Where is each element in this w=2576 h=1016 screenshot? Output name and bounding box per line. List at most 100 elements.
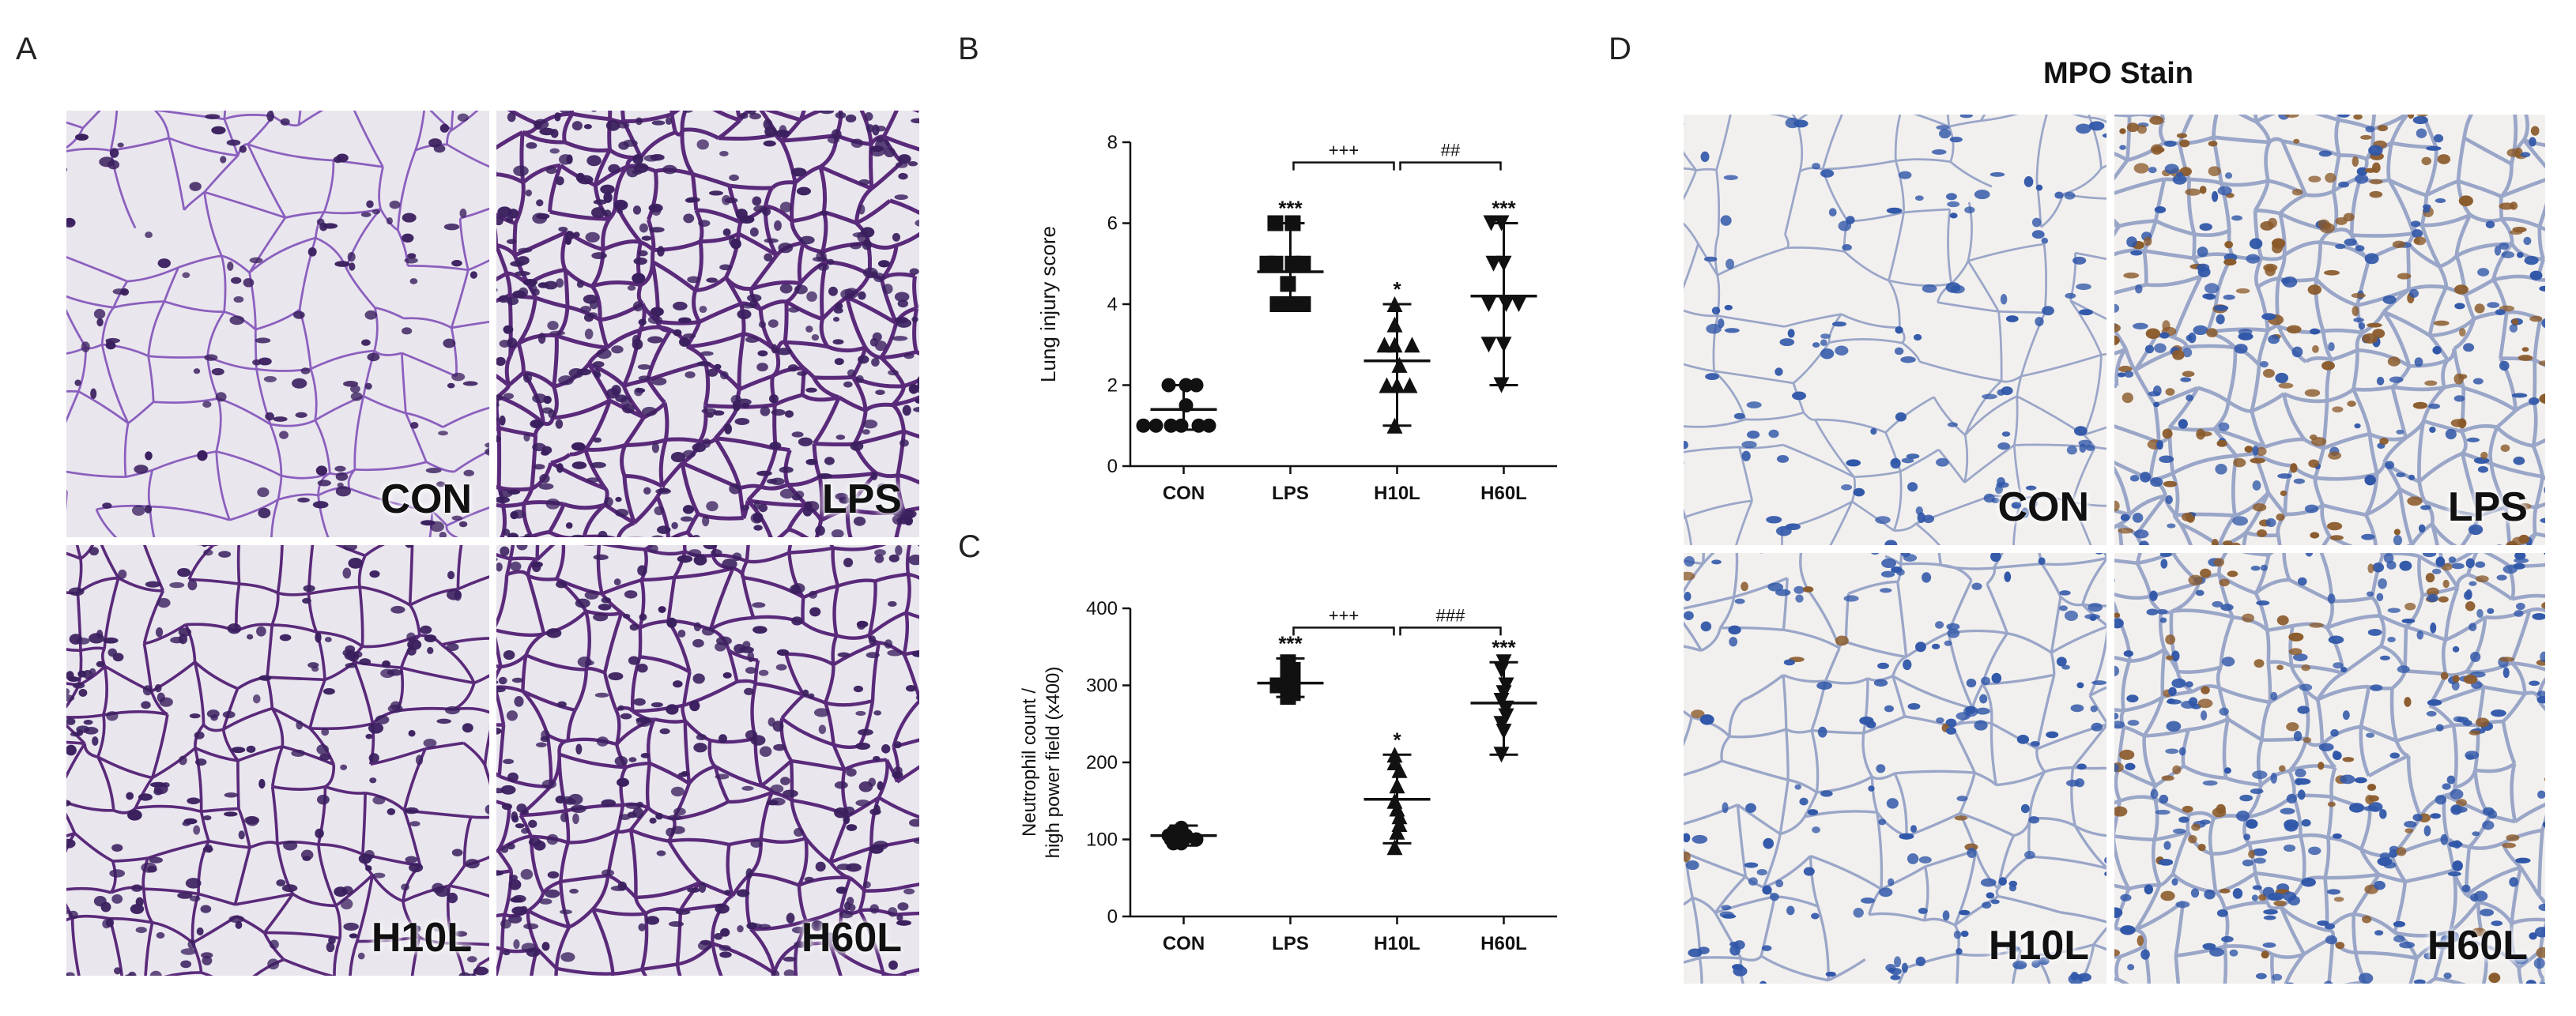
data-point bbox=[1284, 685, 1301, 702]
mpo-stain-title: MPO Stain bbox=[2042, 57, 2194, 90]
data-point bbox=[1136, 418, 1151, 433]
panel-letter-c: C bbox=[958, 529, 981, 564]
y-tick-label: 200 bbox=[1086, 752, 1118, 773]
cell-nuclei bbox=[496, 111, 919, 537]
data-point bbox=[1386, 337, 1403, 353]
he-tile-h60l: H60L bbox=[496, 545, 919, 976]
y-axis-label: Lung injury score bbox=[1036, 226, 1060, 382]
cell-nuclei bbox=[66, 545, 489, 976]
data-point bbox=[1498, 296, 1514, 312]
mpo-label-lps: LPS bbox=[2447, 484, 2528, 530]
he-tile-con: CON bbox=[66, 111, 489, 537]
cell-nuclei bbox=[1684, 553, 2106, 984]
significance-stars: *** bbox=[1492, 635, 1516, 659]
bracket-label: ### bbox=[1436, 605, 1465, 625]
septa-network bbox=[1684, 553, 2106, 984]
y-tick-label: 8 bbox=[1107, 132, 1118, 153]
y-axis-label: Neutrophil count / bbox=[1019, 688, 1040, 837]
comparison-bracket bbox=[1292, 627, 1395, 636]
mpo-tile-lps: LPS bbox=[2114, 115, 2545, 545]
x-tick-label: H10L bbox=[1374, 933, 1420, 954]
x-tick-label: H60L bbox=[1480, 933, 1527, 954]
panel-letter-d: D bbox=[1609, 32, 1631, 66]
y-tick-label: 0 bbox=[1107, 456, 1118, 477]
data-point bbox=[1295, 296, 1311, 312]
x-tick-label: LPS bbox=[1272, 933, 1309, 954]
mpo-label-h60l: H60L bbox=[2427, 923, 2528, 969]
data-point bbox=[1391, 816, 1408, 832]
he-label-con: CON bbox=[380, 476, 472, 522]
he-tile-h10l: H10L bbox=[66, 545, 489, 976]
y-tick-label: 300 bbox=[1086, 675, 1118, 697]
he-label-h10l: H10L bbox=[371, 915, 472, 961]
data-point bbox=[1280, 665, 1296, 682]
data-point bbox=[1376, 337, 1393, 353]
mpo-micrograph-con bbox=[1684, 115, 2106, 545]
panel-letter-a: A bbox=[16, 32, 37, 66]
y-tick-label: 6 bbox=[1107, 213, 1118, 235]
data-point bbox=[1386, 754, 1403, 770]
significance-stars: * bbox=[1393, 728, 1401, 751]
y-tick-label: 4 bbox=[1107, 294, 1118, 315]
data-point bbox=[1269, 296, 1286, 312]
data-point bbox=[1391, 356, 1408, 373]
comparison-bracket bbox=[1292, 161, 1395, 171]
x-tick-label: H60L bbox=[1480, 483, 1527, 504]
data-point bbox=[1493, 716, 1510, 732]
bracket-label: +++ bbox=[1329, 141, 1360, 160]
cell-nuclei bbox=[66, 111, 489, 537]
data-point bbox=[1401, 377, 1418, 393]
mpo-micrograph-h10l bbox=[1684, 553, 2106, 984]
mpo-tile-h60l: H60L bbox=[2114, 553, 2545, 984]
significance-stars: *** bbox=[1278, 631, 1303, 655]
mpo-label-con: CON bbox=[1997, 484, 2089, 530]
data-point bbox=[1161, 378, 1176, 393]
x-tick-label: LPS bbox=[1272, 483, 1309, 504]
axes bbox=[1129, 142, 1557, 468]
he-micrograph-lps bbox=[496, 111, 919, 537]
data-point bbox=[1386, 839, 1403, 856]
significance-stars: *** bbox=[1492, 197, 1516, 220]
he-micrograph-h60l bbox=[496, 545, 919, 976]
data-point bbox=[1480, 337, 1497, 353]
mpo-tile-con: CON bbox=[1684, 115, 2106, 545]
data-point bbox=[1485, 255, 1502, 272]
significance-stars: *** bbox=[1278, 197, 1303, 220]
x-tick-label: CON bbox=[1163, 483, 1205, 504]
he-tile-lps: LPS bbox=[496, 111, 919, 537]
he-label-lps: LPS bbox=[821, 476, 902, 522]
data-point bbox=[1379, 377, 1395, 393]
mpo-label-h10l: H10L bbox=[1988, 923, 2089, 969]
y-axis-label-line2: high power field (x400) bbox=[1043, 667, 1064, 859]
data-point bbox=[1511, 296, 1527, 312]
mpo-micrograph-h60l bbox=[2114, 553, 2545, 984]
y-tick-label: 400 bbox=[1086, 598, 1118, 619]
comparison-bracket bbox=[1399, 161, 1502, 171]
data-point bbox=[1280, 276, 1296, 292]
panel-letter-b: B bbox=[958, 32, 979, 66]
data-point bbox=[1259, 255, 1276, 272]
he-micrograph-h10l bbox=[66, 545, 489, 976]
data-point bbox=[1498, 700, 1514, 717]
y-tick-label: 100 bbox=[1086, 830, 1118, 851]
neutrophil-count-chart: 0 100 200 300 400 Neutrophil count / high powe… bbox=[1019, 598, 1557, 954]
significance-stars: * bbox=[1393, 277, 1401, 301]
mpo-micrograph-lps bbox=[2114, 115, 2545, 545]
cell-nuclei bbox=[2114, 115, 2545, 545]
data-point bbox=[1404, 337, 1420, 353]
data-point bbox=[1386, 316, 1403, 333]
data-point bbox=[1201, 418, 1216, 433]
x-tick-label: H10L bbox=[1374, 483, 1420, 504]
y-tick-label: 2 bbox=[1107, 375, 1118, 397]
mpo-tile-h10l: H10L bbox=[1684, 553, 2106, 984]
cell-nuclei bbox=[1684, 115, 2106, 545]
data-point bbox=[1295, 255, 1311, 272]
comparison-bracket bbox=[1399, 627, 1502, 636]
data-point bbox=[1498, 677, 1514, 694]
bracket-label: ## bbox=[1441, 141, 1461, 160]
x-tick-label: CON bbox=[1163, 933, 1205, 954]
data-point bbox=[1480, 296, 1497, 312]
data-point bbox=[1267, 215, 1284, 231]
data-point bbox=[1148, 418, 1164, 433]
